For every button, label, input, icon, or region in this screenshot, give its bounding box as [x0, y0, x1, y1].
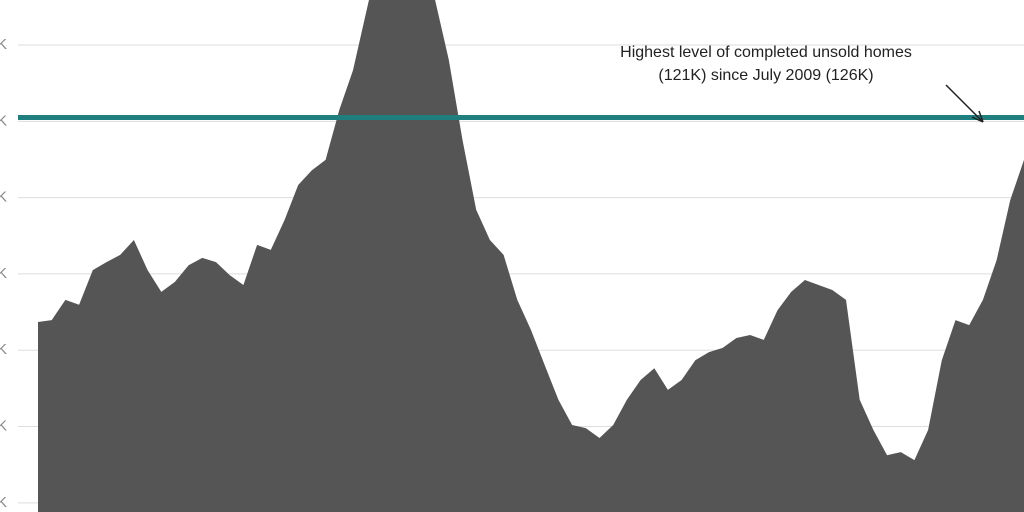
y-tick-label: K [0, 112, 7, 129]
annotation-line: Highest level of completed unsold homes [620, 44, 912, 61]
annotation-line: (121K) since July 2009 (126K) [658, 67, 873, 84]
y-tick-label: K [0, 265, 7, 282]
area-layer [38, 0, 1024, 512]
area [38, 0, 1024, 512]
annotation-arrow [945, 84, 984, 123]
y-tick-label: K [0, 341, 7, 358]
y-tick-label: K [0, 189, 7, 206]
arrow-head [971, 110, 984, 123]
y-tick-label: K [0, 418, 7, 435]
y-tick-label: K [0, 494, 7, 511]
y-tick-label: K [0, 36, 7, 53]
